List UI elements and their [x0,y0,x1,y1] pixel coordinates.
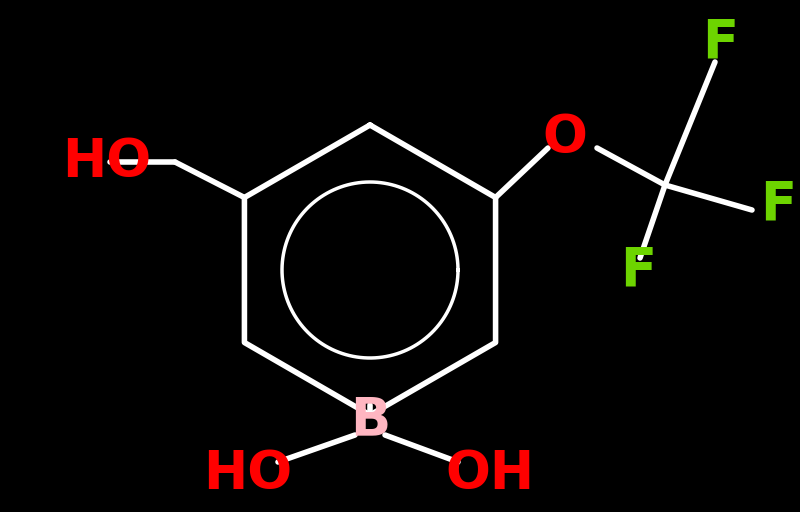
Text: HO: HO [62,136,151,188]
Text: B: B [350,394,390,446]
Text: O: O [542,112,587,164]
Text: F: F [702,16,738,68]
Text: F: F [760,179,796,231]
Text: F: F [620,244,656,296]
Text: HO: HO [203,448,293,500]
Text: OH: OH [446,448,534,500]
